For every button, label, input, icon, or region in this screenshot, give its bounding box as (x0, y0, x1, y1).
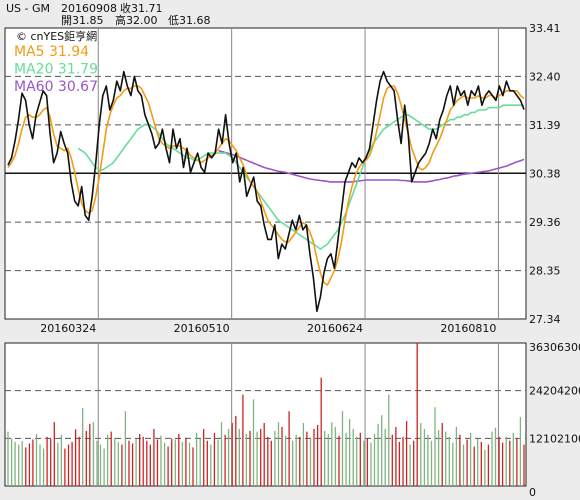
volume-bars (7, 343, 525, 486)
low-label: 低31.68 (168, 14, 211, 27)
volume-y-tick: 12102100 (529, 432, 580, 445)
price-y-axis: 33.41 32.40 31.39 30.38 29.36 28.35 27.34 (529, 22, 561, 326)
price-lines (7, 70, 525, 313)
high-label: 高32.00 (115, 13, 158, 27)
volume-y-tick: 36306300 (529, 341, 580, 354)
price-grid (5, 28, 526, 319)
price-y-tick: 33.41 (529, 22, 561, 35)
series-line-gm (7, 70, 525, 313)
volume-y-tick: 24204200 (529, 385, 580, 398)
watermark-label: © cnYES鉅亨網 (16, 29, 97, 43)
price-y-tick: 32.40 (529, 70, 561, 83)
price-x-axis: 20160324 20160510 20160624 20160810 (40, 322, 496, 335)
open-label: 開31.85 (61, 14, 104, 27)
date-tick-label: 20160510 (174, 322, 230, 335)
legend-entry: MA60 30.67 (14, 79, 98, 95)
volume-y-axis: 36306300 24204200 12102100 0 (529, 341, 580, 499)
legend-entry: MA5 31.94 (14, 44, 89, 60)
date-tick-label: 20160810 (440, 322, 496, 335)
price-y-tick: 27.34 (529, 313, 561, 326)
date-tick-label: 20160624 (307, 322, 363, 335)
series-line-ma60 (218, 149, 525, 183)
date-label: 20160908 (61, 2, 117, 15)
price-y-tick: 29.36 (529, 216, 561, 229)
legend-entry: MA20 31.79 (14, 62, 98, 78)
price-y-tick: 30.38 (529, 167, 561, 180)
close-label: 收31.71 (120, 1, 163, 15)
price-y-tick: 31.39 (529, 119, 561, 132)
series-line-ma5 (7, 85, 525, 286)
date-tick-label: 20160324 (40, 322, 96, 335)
volume-y-tick: 0 (529, 486, 536, 499)
series-line-ma20 (77, 104, 525, 250)
symbol-label: US - GM (6, 2, 50, 15)
price-y-tick: 28.35 (529, 265, 561, 278)
